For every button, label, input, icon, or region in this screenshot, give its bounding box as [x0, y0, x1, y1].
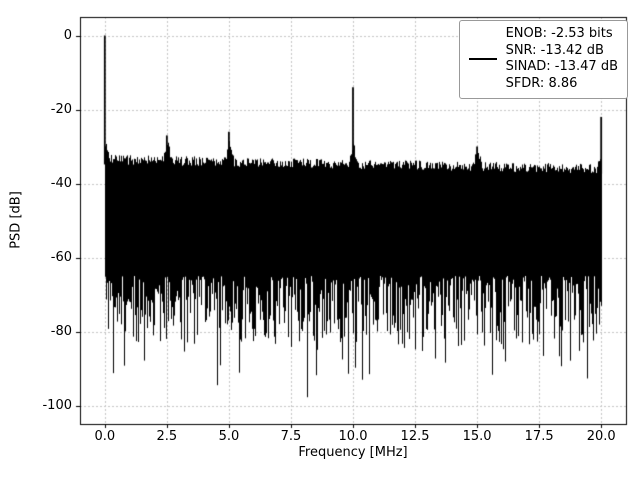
y-tick-label: -40 — [50, 175, 72, 191]
x-tick-label: 5.0 — [218, 429, 240, 444]
y-tick-label: -20 — [50, 101, 72, 117]
x-axis-label: Frequency [MHz] — [298, 445, 408, 460]
legend: ENOB: -2.53 bits SNR: -13.42 dB SINAD: -… — [458, 20, 628, 99]
x-tick-label: 15.0 — [462, 429, 492, 444]
y-tick-label: -80 — [50, 323, 72, 339]
legend-line-sample — [468, 58, 497, 61]
x-tick-label: 2.5 — [156, 429, 178, 444]
x-tick-label: 10.0 — [338, 429, 368, 444]
y-tick-label: -100 — [42, 397, 72, 413]
legend-entry-sfdr: SFDR: 8.86 — [505, 75, 578, 91]
x-tick-label: 20.0 — [586, 429, 616, 444]
y-tick-label: -60 — [50, 249, 72, 265]
y-tick-label: 0 — [63, 27, 72, 43]
y-axis-label: PSD [dB] — [8, 191, 24, 249]
x-tick-label: 17.5 — [524, 429, 554, 444]
x-tick-label: 12.5 — [400, 429, 430, 444]
x-tick-label: 0.0 — [94, 429, 116, 444]
x-tick-label: 7.5 — [280, 429, 302, 444]
legend-entry-enob: ENOB: -2.53 bits — [505, 26, 613, 41]
legend-entries: ENOB: -2.53 bits SNR: -13.42 dB SINAD: -… — [506, 26, 618, 93]
legend-entry-snr: SNR: -13.42 dB — [505, 42, 604, 58]
legend-entry-sinad: SINAD: -13.47 dB — [505, 59, 618, 75]
